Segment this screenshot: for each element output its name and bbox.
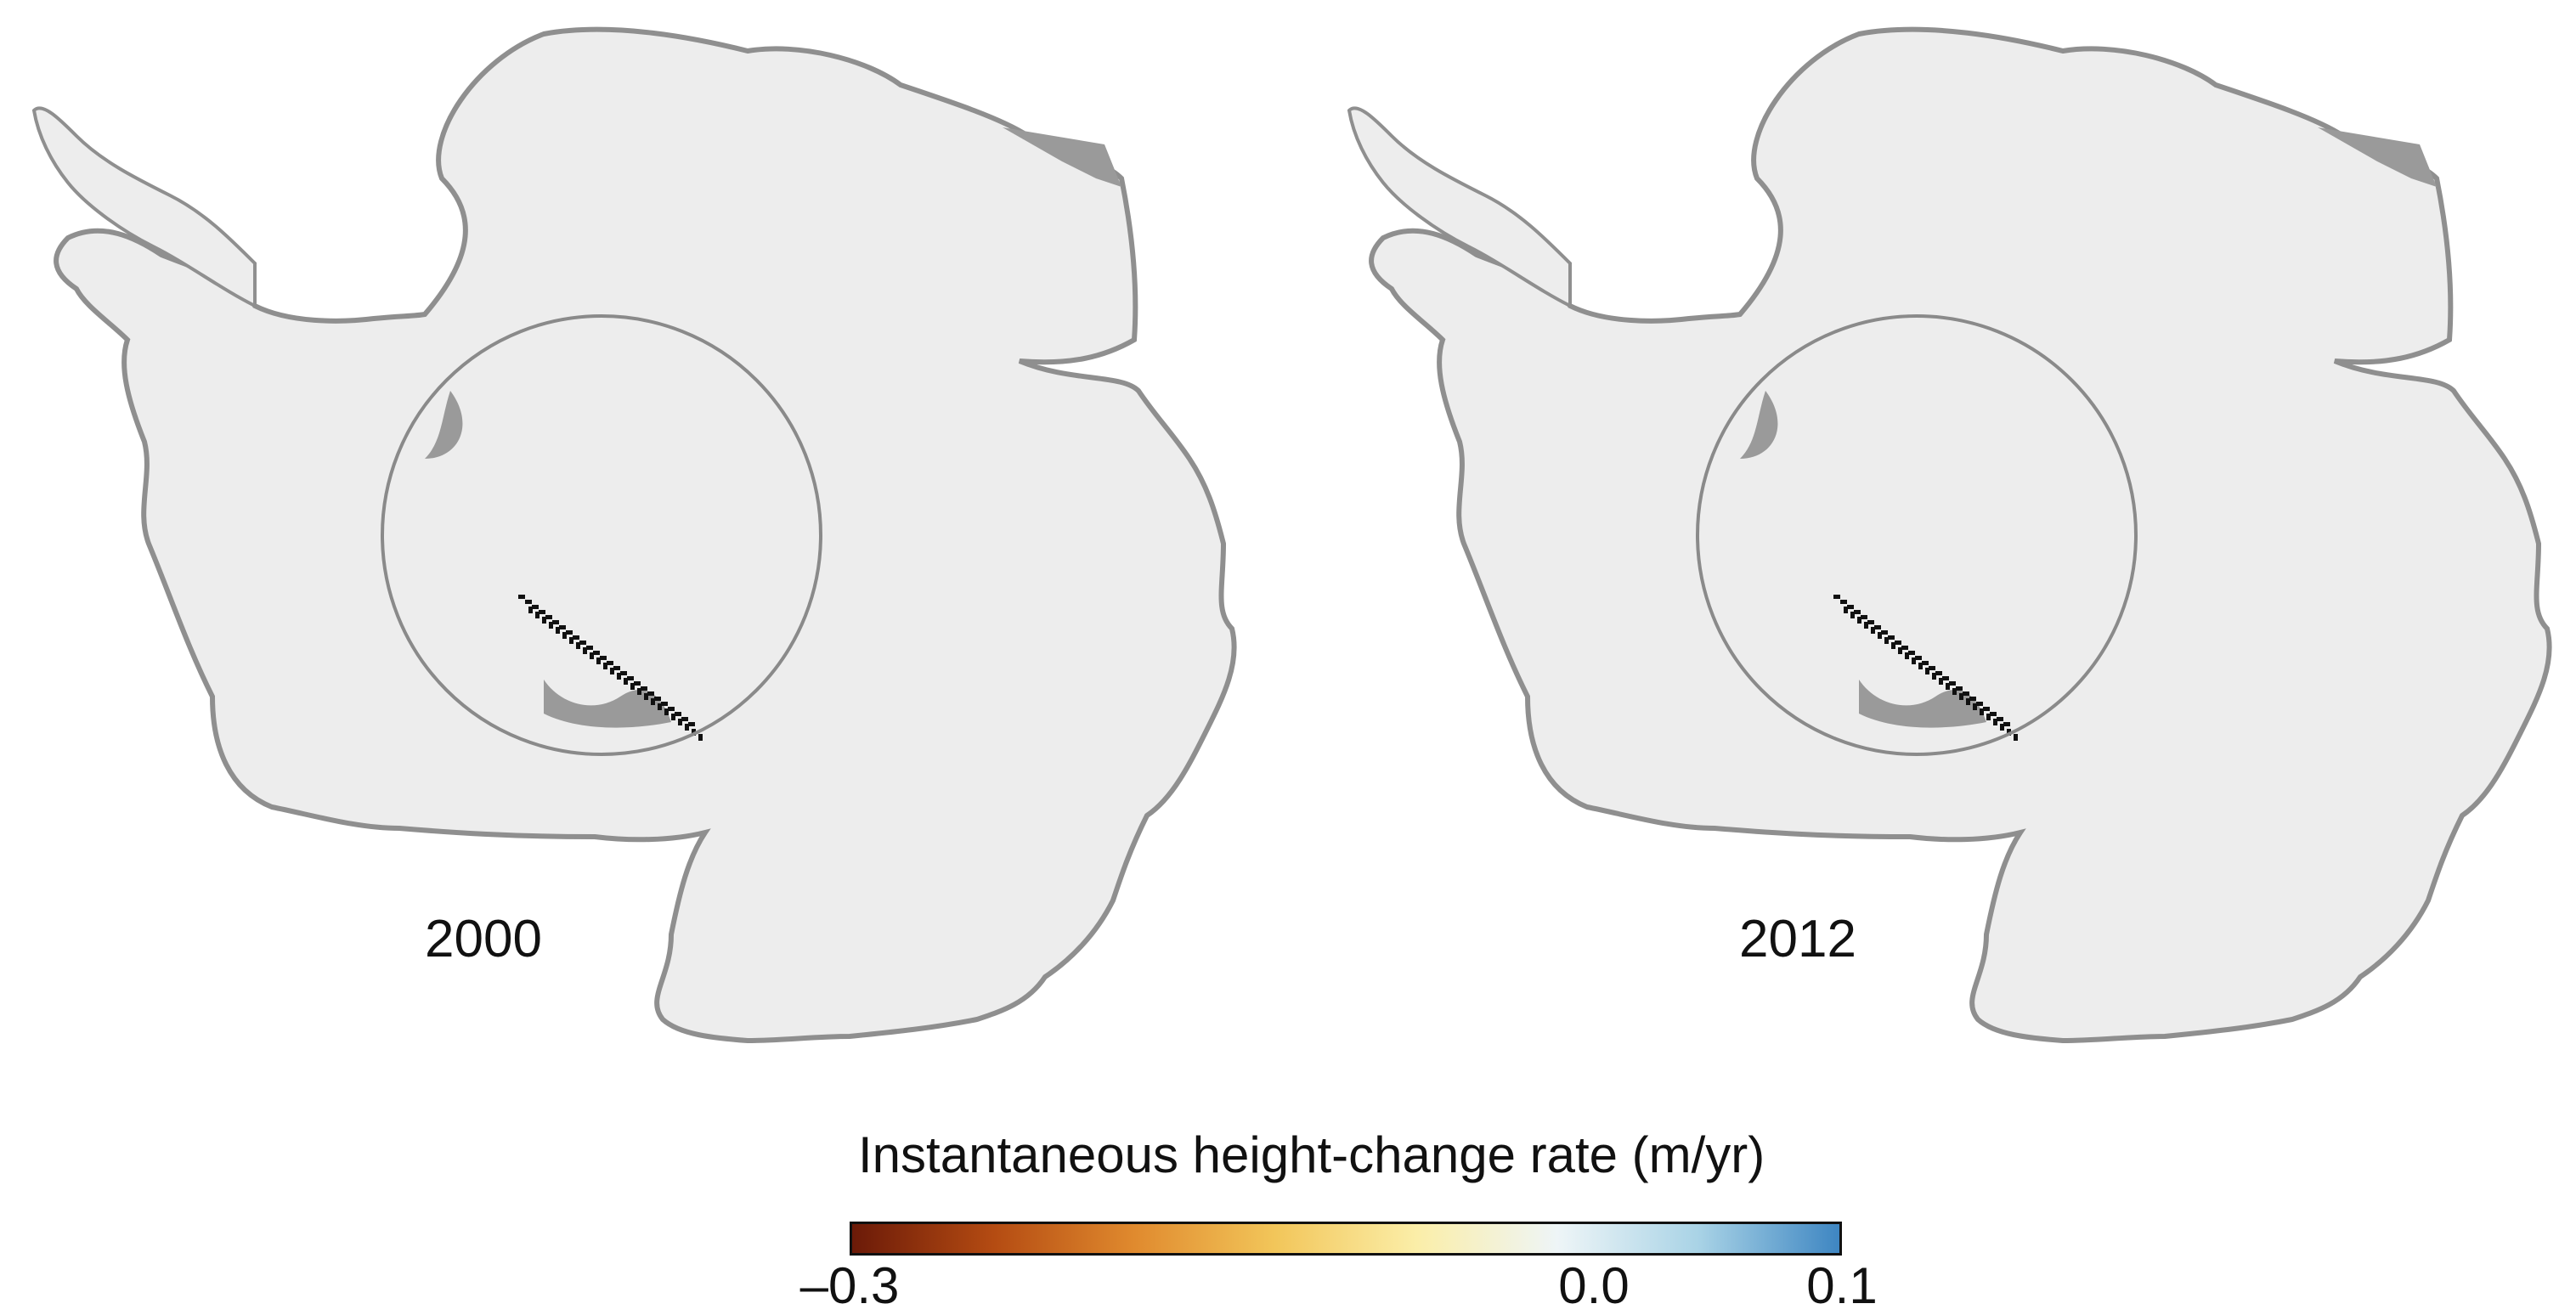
pole-hole-circle — [381, 314, 822, 756]
year-label-2012: 2012 — [1739, 910, 1856, 968]
pole-hole-circle — [1696, 314, 2138, 756]
colorbar-tick-max: 0.1 — [1806, 1257, 1878, 1314]
map-panel-2000 — [32, 13, 1234, 1043]
map-panel-2012 — [1347, 13, 2556, 1043]
colorbar — [850, 1222, 1842, 1256]
colorbar-tick-min: –0.3 — [799, 1257, 900, 1314]
colorbar-title: Instantaneous height-change rate (m/yr) — [858, 1126, 1765, 1183]
rock-outcrops — [518, 595, 703, 741]
colorbar-tick-zero: 0.0 — [1558, 1257, 1630, 1314]
rock-outcrops — [1833, 595, 2018, 741]
year-label-2000: 2000 — [425, 910, 542, 968]
ice-sheet — [1347, 30, 2550, 1041]
ice-sheet — [32, 30, 1234, 1041]
